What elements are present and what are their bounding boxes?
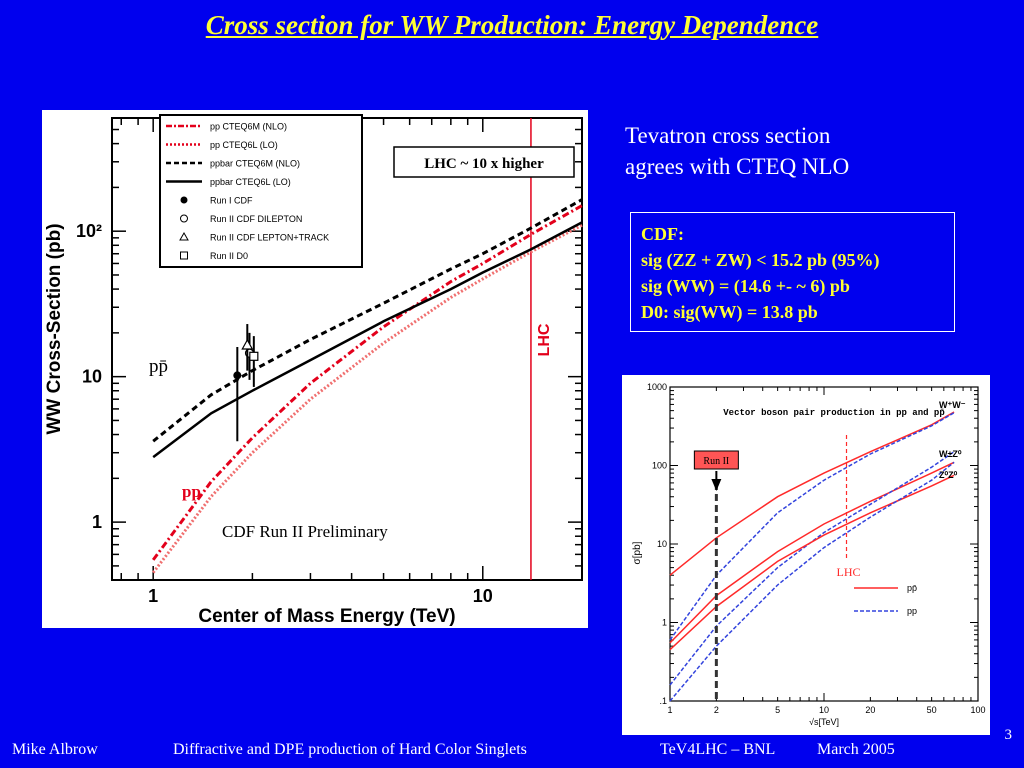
legend-label: pp̄	[907, 583, 917, 593]
legend-label: Run I CDF	[210, 196, 253, 206]
data-point-run1-cdf	[233, 371, 242, 380]
curve-5	[669, 474, 955, 651]
series-line-1	[151, 204, 583, 561]
lhc-higher-label: LHC ~ 10 x higher	[424, 156, 544, 172]
footer-talk: Diffractive and DPE production of Hard C…	[173, 741, 527, 758]
legend-marker	[180, 214, 188, 223]
legend-label: Run II CDF DILEPTON	[210, 214, 302, 224]
y-tick-label: 1000	[647, 382, 667, 392]
x-tick-label: 1	[667, 705, 672, 715]
vector-boson-svg: 1 2 5 10 20 50 100.11101001000√s[TeV]σ[pb]Vect…	[632, 382, 986, 727]
legend-marker	[179, 231, 189, 241]
ww-cross-section-svg: 1 10 1 10 10² Center of Mass Energy (TeV) WW C…	[44, 114, 583, 627]
y-tick-label: .1	[659, 696, 667, 706]
lhc-label: LHC	[837, 565, 861, 579]
x-tick-label: 5	[775, 705, 780, 715]
series-line-3	[152, 198, 583, 443]
x-tick-label: 10	[819, 705, 829, 715]
legend-label: Run II CDF LEPTON+TRACK	[210, 233, 329, 243]
tevatron-note-line-1: Tevatron cross section	[625, 123, 831, 148]
legend-label: ppbar CTEQ6L (LO)	[210, 177, 291, 187]
page-number: 3	[1004, 727, 1013, 743]
y-tick-label: 10	[82, 367, 102, 387]
x-tick-label: 50	[927, 705, 937, 715]
cdf-box-line-1: CDF:	[641, 224, 684, 244]
y-tick-label: 10²	[76, 221, 102, 241]
process-label-zz: Z⁰Z⁰	[939, 470, 958, 480]
preliminary-label: CDF Run II Preliminary	[222, 522, 388, 541]
x-tick-label: 2	[714, 705, 719, 715]
run2-arrow	[711, 479, 722, 491]
page-title: Cross section for WW Production: Energy …	[205, 10, 819, 40]
legend-frame	[159, 114, 363, 268]
y-tick-label: 10	[657, 539, 667, 549]
legend: pp CTEQ6M (NLO) pp CTEQ6L (LO) ppbar CTEQ6…	[159, 114, 363, 268]
run2-label: Run II	[703, 456, 729, 467]
x-tick-label: 10	[473, 586, 493, 606]
lhc-line-label: LHC	[536, 323, 553, 356]
ppbar-label: pp̄	[149, 356, 168, 377]
pp-label: pp	[182, 482, 201, 501]
vector-boson-chart: 1 2 5 10 20 50 100.1 1 10 100 1000 √s[TeV] σ[pb] Vect…	[622, 375, 990, 735]
cdf-box-line-2: sig (ZZ + ZW) < 15.2 pb (95%)	[641, 250, 880, 270]
legend-label: pp CTEQ6L (LO)	[210, 140, 278, 150]
series-line-2	[152, 223, 583, 574]
footer-author: Mike Albrow	[12, 741, 98, 758]
cdf-box-line-4: D0: sig(WW) = 13.8 pb	[641, 302, 818, 322]
legend-label: pp CTEQ6M (NLO)	[210, 122, 287, 132]
tevatron-note-line-2: agrees with CTEQ NLO	[625, 154, 850, 179]
y-tick-label: 1	[662, 618, 667, 628]
legend-marker	[180, 251, 188, 260]
cdf-results-box: CDF: sig (ZZ + ZW) < 15.2 pb (95%) sig (…	[630, 212, 955, 332]
tevatron-note: Tevatron cross section agrees with CTEQ …	[625, 120, 849, 182]
x-tick-label: 20	[865, 705, 875, 715]
process-label-wz: W±Z⁰	[939, 449, 962, 459]
x-axis-label: Center of Mass Energy (TeV)	[198, 606, 455, 627]
footer-date: March 2005	[817, 741, 895, 758]
cdf-box-line-3: sig (WW) = (14.6 +- ~ 6) pb	[641, 276, 850, 296]
curve-6	[669, 461, 955, 702]
curve-1	[669, 411, 955, 576]
x-tick-label: 1	[148, 586, 158, 606]
y-axis-label: WW Cross-Section (pb)	[44, 223, 65, 434]
legend-label: ppbar CTEQ6M (NLO)	[210, 159, 300, 169]
ww-cross-section-chart: 1 10 1 10 10² Center of Mass Energy (TeV) WW C…	[42, 110, 588, 628]
data-point-cdf-leptrack	[241, 338, 254, 350]
y-axis-label: σ[pb]	[632, 541, 643, 564]
x-tick-label: 100	[970, 705, 985, 715]
footer-venue: TeV4LHC – BNL	[660, 741, 776, 758]
legend-label: Run II D0	[210, 251, 248, 261]
y-tick-label: 1	[92, 512, 102, 532]
process-label-ww: W⁺W⁻	[939, 400, 966, 410]
y-tick-label: 100	[652, 461, 667, 471]
legend-marker	[180, 196, 188, 204]
legend-label: pp	[907, 606, 917, 616]
lhc-higher-box	[393, 146, 575, 178]
run2-box	[693, 450, 739, 470]
chart-title: Vector boson pair production in pp and p…	[723, 408, 944, 418]
series-line-4	[152, 221, 583, 459]
data-point-d0	[249, 351, 259, 361]
x-axis-label: √s[TeV]	[809, 717, 839, 727]
